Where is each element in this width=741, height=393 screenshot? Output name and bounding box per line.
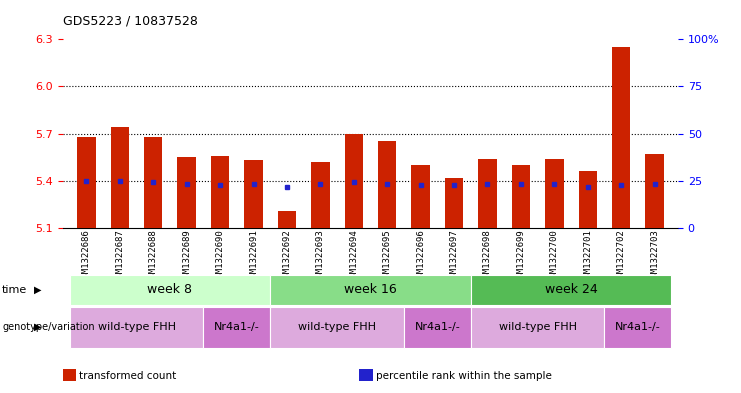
Bar <box>645 154 664 228</box>
Bar <box>77 137 96 228</box>
Bar <box>211 156 229 228</box>
Bar <box>245 160 263 228</box>
Bar <box>445 178 463 228</box>
Bar <box>278 211 296 228</box>
Bar <box>579 171 597 228</box>
Text: Nr4a1-/-: Nr4a1-/- <box>615 322 661 332</box>
Text: percentile rank within the sample: percentile rank within the sample <box>376 371 551 381</box>
Text: transformed count: transformed count <box>79 371 176 381</box>
Bar <box>512 165 530 228</box>
Text: wild-type FHH: wild-type FHH <box>499 322 576 332</box>
Bar <box>345 134 363 228</box>
Text: ▶: ▶ <box>34 322 41 332</box>
Text: wild-type FHH: wild-type FHH <box>98 322 176 332</box>
Text: Nr4a1-/-: Nr4a1-/- <box>214 322 259 332</box>
Text: week 8: week 8 <box>147 283 193 296</box>
Bar <box>110 127 129 228</box>
Text: ▶: ▶ <box>34 285 41 295</box>
Text: genotype/variation: genotype/variation <box>2 322 95 332</box>
Bar <box>612 47 631 228</box>
Text: week 16: week 16 <box>344 283 397 296</box>
Text: week 24: week 24 <box>545 283 597 296</box>
Text: time: time <box>2 285 27 295</box>
Bar <box>411 165 430 228</box>
Bar <box>144 137 162 228</box>
Bar <box>478 159 496 228</box>
Text: wild-type FHH: wild-type FHH <box>298 322 376 332</box>
Bar <box>545 159 564 228</box>
Text: GDS5223 / 10837528: GDS5223 / 10837528 <box>63 15 198 28</box>
Bar <box>311 162 330 228</box>
Text: Nr4a1-/-: Nr4a1-/- <box>414 322 460 332</box>
Bar <box>378 141 396 228</box>
Bar <box>177 157 196 228</box>
